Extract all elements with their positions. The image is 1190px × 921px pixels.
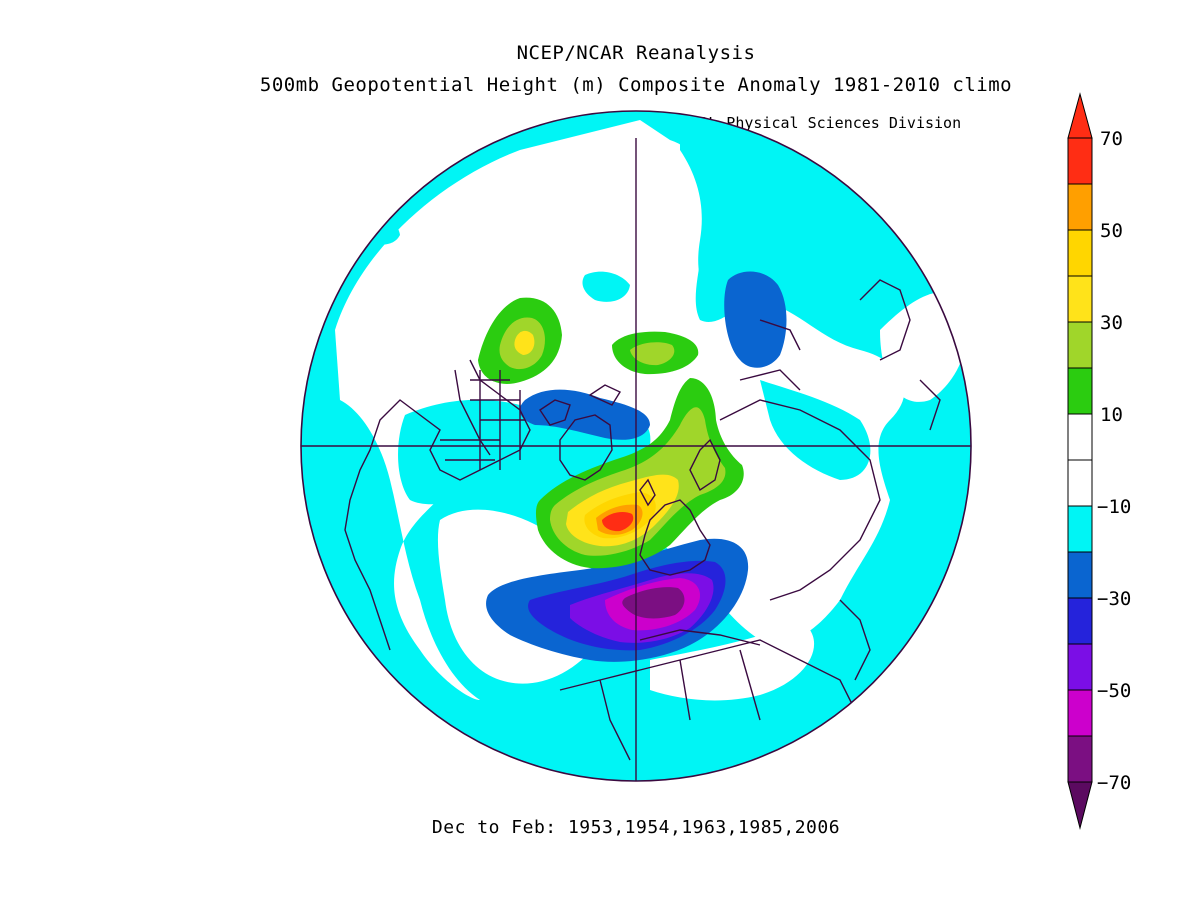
- colorbar-bin-m50-m40: [1067, 643, 1093, 691]
- colorbar-label-10: 10: [1100, 404, 1123, 426]
- colorbar-bin-m70-m60: [1067, 735, 1093, 783]
- colorbar-label-50: 50: [1100, 220, 1123, 242]
- colorbar-label-m70: −70: [1097, 772, 1131, 794]
- colorbar-bin-40-50: [1067, 229, 1093, 277]
- colorbar-bin-m30-m20: [1067, 551, 1093, 599]
- colorbar-label-m30: −30: [1097, 588, 1131, 610]
- colorbar-label-30: 30: [1100, 312, 1123, 334]
- colorbar-bin-20-30: [1067, 321, 1093, 369]
- colorbar-label-m50: −50: [1097, 680, 1131, 702]
- field-m70-m60: [622, 587, 685, 619]
- colorbar-bin-10-20: [1067, 367, 1093, 415]
- colorbar-label-m10: −10: [1097, 496, 1131, 518]
- chart-subtitle: 500mb Geopotential Height (m) Composite …: [259, 74, 1013, 96]
- colorbar-bin-60-70: [1067, 137, 1093, 185]
- colorbar-label-70: 70: [1100, 128, 1123, 150]
- field-60-70: [602, 512, 634, 532]
- colorbar-bin-50-60: [1067, 183, 1093, 231]
- coastlines: [344, 279, 941, 761]
- colorbar: 70 50 30 10 −10 −30 −50 −70: [1067, 92, 1131, 830]
- colorbar-bin-m10-0: [1067, 459, 1093, 507]
- colorbar-bin-0-10: [1067, 413, 1093, 461]
- colorbar-bin-m20-m10: [1067, 505, 1093, 553]
- chart-title: NCEP/NCAR Reanalysis: [516, 42, 756, 64]
- period-caption: Dec to Feb: 1953,1954,1963,1985,2006: [431, 817, 841, 838]
- colorbar-bin-m60-m50: [1067, 689, 1093, 737]
- colorbar-bottom-arrow: [1067, 781, 1093, 830]
- colorbar-top-arrow: [1067, 92, 1093, 139]
- colorbar-bin-m40-m30: [1067, 597, 1093, 645]
- colorbar-bin-30-40: [1067, 275, 1093, 323]
